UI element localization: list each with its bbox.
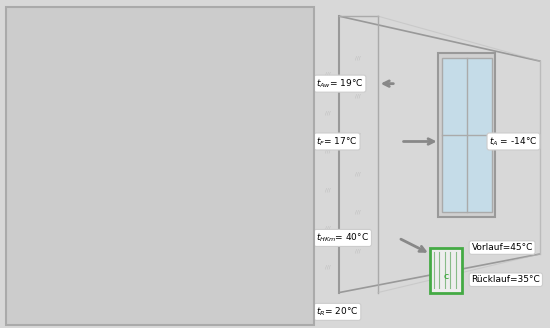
Text: Kalt und
unangenehm: Kalt und unangenehm <box>97 157 159 176</box>
Text: C: C <box>444 274 449 280</box>
Polygon shape <box>243 201 294 285</box>
FancyBboxPatch shape <box>438 53 496 217</box>
Text: ///: /// <box>325 264 331 269</box>
Text: $t_{HKm}$= 40°C: $t_{HKm}$= 40°C <box>316 232 369 244</box>
FancyBboxPatch shape <box>430 248 463 293</box>
Text: ///: /// <box>325 72 331 76</box>
Text: ///: /// <box>355 248 360 253</box>
Polygon shape <box>63 31 243 201</box>
Text: ///: /// <box>355 210 360 215</box>
Text: ///: /// <box>325 187 331 192</box>
Text: Noch angenehm: Noch angenehm <box>147 44 224 53</box>
Text: ///: /// <box>355 171 360 176</box>
Y-axis label: tₒ= Oberflächentemperatur: tₒ= Oberflächentemperatur <box>36 92 45 217</box>
Text: ///: /// <box>355 55 360 60</box>
Text: Zu heiß: Zu heiß <box>254 44 290 53</box>
Text: 20: 20 <box>230 299 242 308</box>
Polygon shape <box>193 57 236 141</box>
Text: ///: /// <box>355 133 360 137</box>
Text: ///: /// <box>325 149 331 154</box>
Text: 19: 19 <box>36 120 49 129</box>
Text: $t_A$ = -14°C: $t_A$ = -14°C <box>490 135 538 148</box>
FancyBboxPatch shape <box>442 58 492 212</box>
Text: Angenehm: Angenehm <box>196 91 247 99</box>
Polygon shape <box>135 31 294 201</box>
Text: $t_R$= 20°C: $t_R$= 20°C <box>316 306 359 318</box>
Text: $t_F$= 17°C: $t_F$= 17°C <box>316 135 358 148</box>
Text: 17: 17 <box>36 137 49 146</box>
X-axis label: tᴿ= Raumtemperatur: tᴿ= Raumtemperatur <box>138 301 233 310</box>
Text: ///: /// <box>355 94 360 99</box>
Text: Rücklauf=35°C: Rücklauf=35°C <box>471 275 540 284</box>
Text: $t_{Aw}$= 19°C: $t_{Aw}$= 19°C <box>316 77 364 90</box>
Text: ///: /// <box>325 110 331 115</box>
Text: ///: /// <box>325 226 331 231</box>
Text: Vorlauf=45°C: Vorlauf=45°C <box>471 243 533 252</box>
